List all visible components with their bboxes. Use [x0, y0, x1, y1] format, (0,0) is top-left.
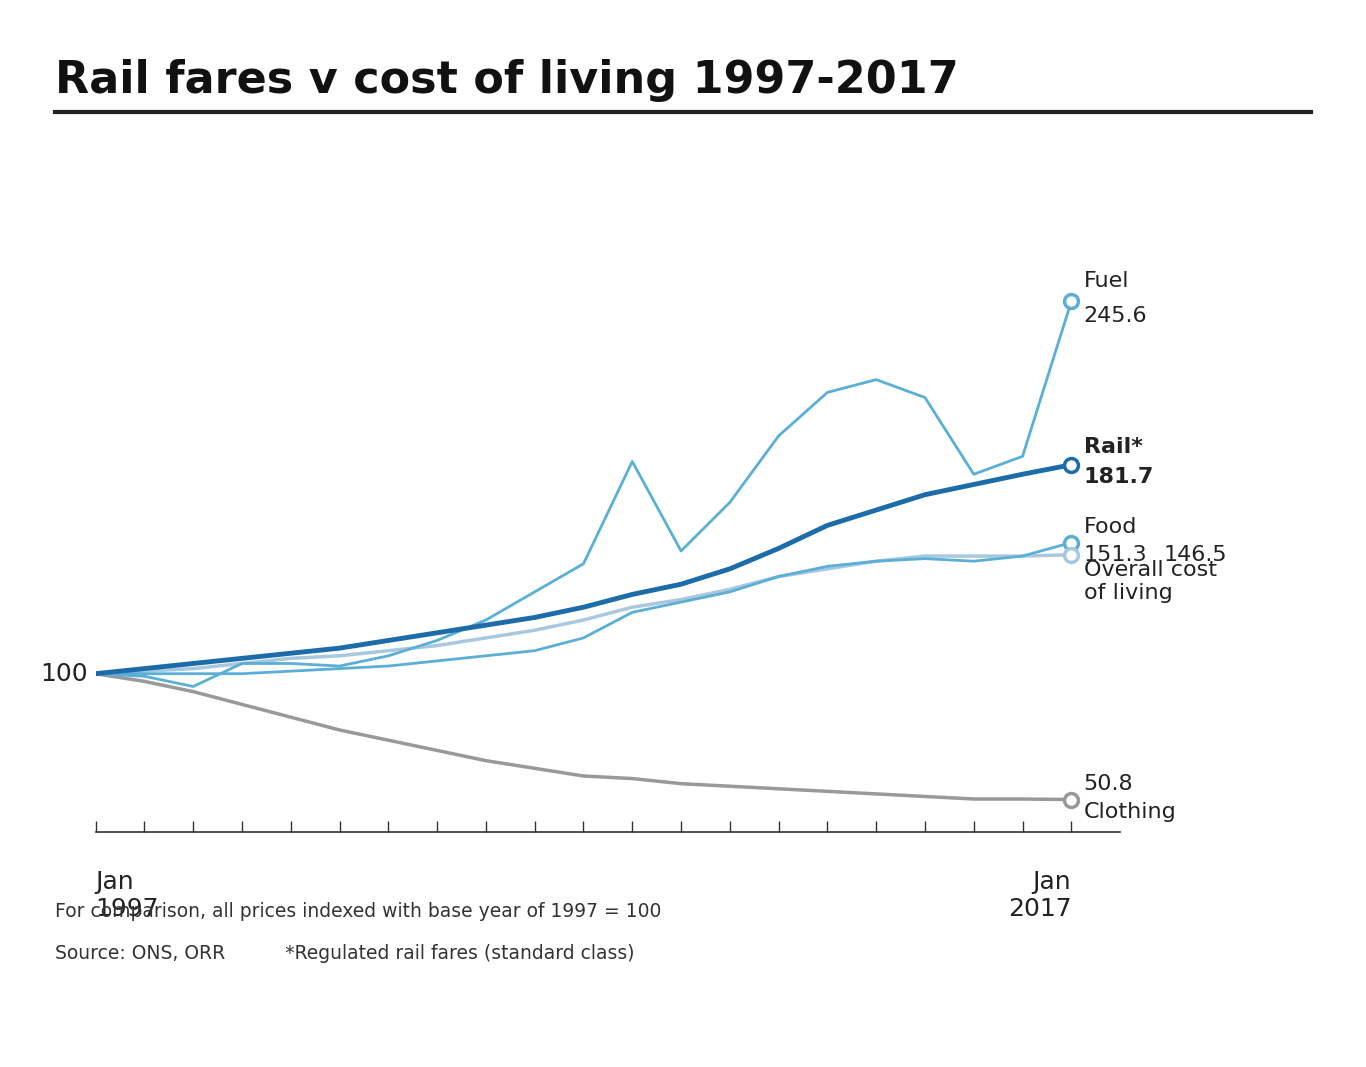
Text: PA: PA	[1218, 966, 1274, 1003]
Text: Rail fares v cost of living 1997-2017: Rail fares v cost of living 1997-2017	[55, 59, 959, 101]
Text: Jan
1997: Jan 1997	[96, 870, 158, 922]
Text: Food: Food	[1083, 517, 1137, 538]
Text: 100: 100	[41, 662, 89, 686]
Text: Fuel: Fuel	[1083, 271, 1130, 291]
Text: Rail*: Rail*	[1083, 437, 1142, 457]
Text: Overall cost
of living: Overall cost of living	[1083, 560, 1217, 603]
Text: Jan
2017: Jan 2017	[1008, 870, 1071, 922]
Text: 146.5: 146.5	[1164, 545, 1228, 564]
Text: 151.3: 151.3	[1083, 545, 1147, 566]
Text: 245.6: 245.6	[1083, 306, 1147, 327]
Text: Clothing: Clothing	[1083, 802, 1176, 822]
Text: For comparison, all prices indexed with base year of 1997 = 100: For comparison, all prices indexed with …	[55, 902, 661, 921]
Text: Source: ONS, ORR          *Regulated rail fares (standard class): Source: ONS, ORR *Regulated rail fares (…	[55, 944, 634, 964]
Text: 50.8: 50.8	[1083, 775, 1134, 795]
Text: 181.7: 181.7	[1083, 467, 1154, 488]
